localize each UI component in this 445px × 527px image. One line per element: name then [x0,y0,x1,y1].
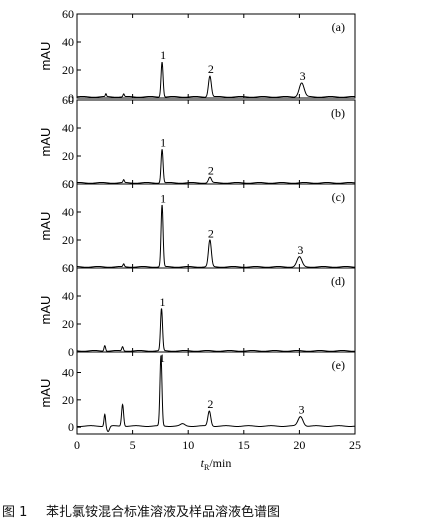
y-tick-label: 0 [68,177,74,191]
x-tick-label: 15 [238,438,250,452]
x-tick-label: 20 [293,438,305,452]
y-tick-label: 60 [62,7,74,21]
peak-label: 3 [300,69,306,83]
y-tick-label: 0 [68,420,74,434]
x-axis-label: tR/min [201,456,232,472]
panel-label: (e) [332,358,345,372]
panel-label: (c) [332,190,345,204]
panel-frame [76,183,356,269]
y-tick-label: 20 [62,149,74,163]
y-axis-label: mAU [38,42,53,71]
chromatogram-trace [76,62,356,98]
peak-label: 1 [160,135,166,149]
y-tick-label: 60 [62,177,74,191]
y-tick-label: 0 [68,261,74,275]
chromatogram-trace [76,308,356,352]
panel-label: (a) [332,20,345,34]
y-tick-label: 40 [62,205,74,219]
caption-number: 图 1 [2,505,28,520]
y-tick-label: 40 [62,366,74,380]
chromatogram-trace [76,204,356,268]
panel-frame [76,351,356,435]
y-axis-label: mAU [38,212,53,241]
y-tick-label: 20 [62,233,74,247]
x-tick-label: 25 [349,438,361,452]
peak-label: 2 [208,226,214,240]
panel-frame [76,267,356,353]
y-tick-label: 20 [62,393,74,407]
y-tick-label: 60 [62,261,74,275]
y-axis-label: mAU [38,128,53,157]
y-tick-label: 60 [62,93,74,107]
y-axis-label: mAU [38,296,53,325]
y-tick-label: 0 [68,345,74,359]
peak-label: 2 [208,163,214,177]
peak-label: 1 [159,351,165,365]
y-tick-label: 40 [62,35,74,49]
y-tick-label: 40 [62,121,74,135]
peak-label: 1 [160,191,166,205]
x-tick-label: 10 [182,438,194,452]
peak-label: 2 [208,62,214,76]
chromatogram-trace [76,355,356,433]
x-tick-label: 5 [130,438,136,452]
panel-frame [76,99,356,185]
y-axis-label: mAU [38,379,53,408]
panel-frame [76,13,356,99]
peak-label: 3 [299,403,305,417]
panel-label: (b) [331,106,345,120]
peak-label: 1 [160,295,166,309]
y-tick-label: 20 [62,317,74,331]
figure-caption: 图 1 苯扎氯铵混合标准溶液及样品溶液色谱图 [0,498,445,522]
peak-label: 1 [160,48,166,62]
y-tick-label: 40 [62,289,74,303]
chromatogram-trace [76,149,356,184]
y-tick-label: 0 [68,91,74,105]
caption-text: 苯扎氯铵混合标准溶液及样品溶液色谱图 [46,505,281,520]
peak-label: 2 [207,397,213,411]
peak-label: 3 [297,243,303,257]
y-tick-label: 20 [62,63,74,77]
panel-label: (d) [331,274,345,288]
x-tick-label: 0 [74,438,80,452]
